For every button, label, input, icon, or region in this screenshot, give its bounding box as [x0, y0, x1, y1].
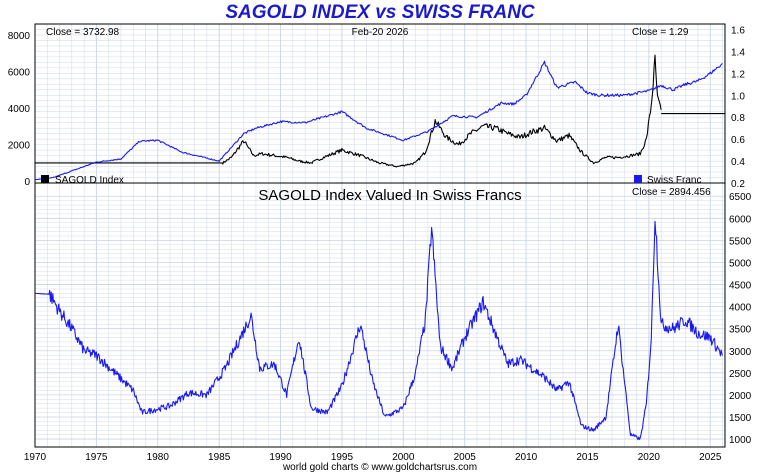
top-left-tick-label: 8000 — [8, 31, 31, 42]
x-tick-label: 1990 — [269, 452, 292, 463]
top-left-tick-label: 6000 — [8, 68, 31, 79]
top-right-tick-label: 0.4 — [731, 157, 745, 168]
tick-layer: 0 2000 4000 6000 8000 0.2 0.4 0.6 0.8 1.0 1.2 1.4 1.… — [8, 25, 752, 463]
bottom-right-tick-label: 5000 — [729, 258, 752, 269]
x-tick-label: 1995 — [331, 452, 354, 463]
chart-title: SAGOLD INDEX vs SWISS FRANC — [225, 2, 535, 23]
bottom-right-tick-label: 1000 — [729, 435, 752, 446]
top-right-tick-label: 0.2 — [731, 179, 745, 190]
x-tick-label: 1975 — [85, 452, 108, 463]
bottom-right-tick-label: 2500 — [729, 369, 752, 380]
top-date-label: Feb-20 2026 — [352, 27, 409, 38]
x-tick-label: 2000 — [392, 452, 415, 463]
series-layer — [34, 54, 725, 441]
bottom-right-tick-label: 1500 — [729, 413, 752, 424]
top-right-tick-label: 1.6 — [731, 25, 745, 36]
bottom-chart-title: SAGOLD Index Valued In Swiss Francs — [258, 187, 521, 204]
x-tick-label: 1980 — [147, 452, 170, 463]
top-left-tick-label: 4000 — [8, 104, 31, 115]
x-tick-label: 2005 — [454, 452, 477, 463]
x-tick-label: 2020 — [638, 452, 661, 463]
top-panel-frame — [34, 23, 726, 184]
top-right-tick-label: 0.6 — [731, 135, 745, 146]
bottom-right-tick-label: 4000 — [729, 303, 752, 314]
swiss-franc-line — [34, 60, 723, 181]
bottom-right-tick-label: 3500 — [729, 325, 752, 336]
sagold-legend-label: SAGOLD Index — [55, 175, 124, 186]
top-left-close-label: Close = 3732.98 — [46, 27, 120, 38]
bottom-right-tick-label: 5500 — [729, 236, 752, 247]
x-tick-label: 2015 — [576, 452, 599, 463]
bottom-grid — [34, 182, 726, 448]
sagold-index-line — [35, 54, 662, 168]
top-right-tick-label: 0.8 — [731, 113, 745, 124]
top-right-tick-label: 1.0 — [731, 91, 745, 102]
x-tick-label: 2025 — [699, 452, 722, 463]
top-left-tick-label: 0 — [24, 177, 30, 188]
bottom-right-tick-label: 6500 — [729, 192, 752, 203]
bottom-right-tick-label: 2000 — [729, 391, 752, 402]
sagold-legend-swatch — [41, 175, 49, 183]
franc-legend-label: Swiss Franc — [647, 175, 701, 186]
x-tick-label: 1970 — [24, 452, 47, 463]
bottom-close-label: Close = 2894.456 — [632, 187, 711, 198]
x-tick-label: 2010 — [515, 452, 538, 463]
top-left-tick-label: 2000 — [8, 141, 31, 152]
footer-credit: world gold charts © www.goldchartsrus.co… — [282, 462, 478, 473]
gold-in-francs-line — [35, 220, 724, 441]
top-right-tick-label: 1.4 — [731, 47, 745, 58]
franc-legend-swatch — [634, 175, 642, 183]
bottom-panel-frame — [34, 182, 726, 448]
bottom-right-tick-label: 4500 — [729, 281, 752, 292]
bottom-right-tick-label: 3000 — [729, 347, 752, 358]
bottom-right-tick-label: 6000 — [729, 214, 752, 225]
top-right-close-label: Close = 1.29 — [632, 27, 689, 38]
top-grid — [34, 23, 726, 184]
top-right-tick-label: 1.2 — [731, 69, 745, 80]
x-tick-label: 1985 — [208, 452, 231, 463]
